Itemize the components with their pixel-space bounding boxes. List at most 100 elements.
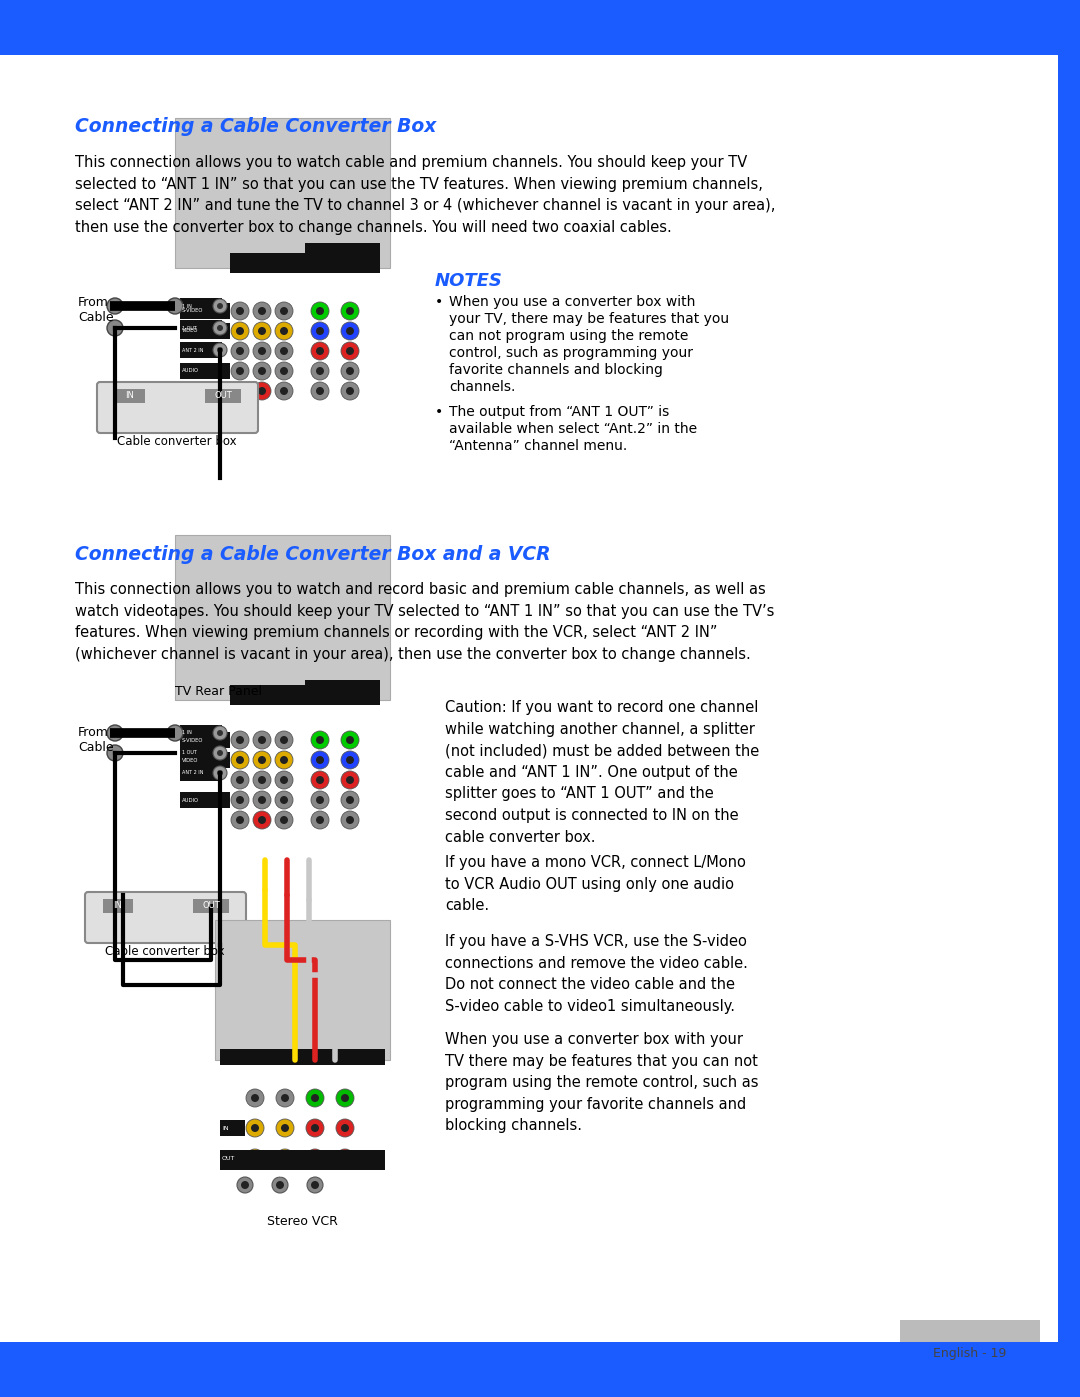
Circle shape <box>281 1154 289 1162</box>
Text: VIDEO         1        2: VIDEO 1 2 <box>271 1067 333 1073</box>
Text: 2: 2 <box>355 286 359 292</box>
Circle shape <box>253 362 271 380</box>
Text: channels.: channels. <box>449 380 515 394</box>
Text: AV Out: AV Out <box>278 708 297 712</box>
Circle shape <box>346 816 354 824</box>
Circle shape <box>341 342 359 360</box>
Circle shape <box>258 387 266 395</box>
Circle shape <box>167 725 183 740</box>
Bar <box>175 535 390 700</box>
Bar <box>230 253 305 272</box>
Circle shape <box>346 775 354 784</box>
Circle shape <box>275 321 293 339</box>
Circle shape <box>241 1180 249 1189</box>
Circle shape <box>275 791 293 809</box>
Text: 2: 2 <box>255 284 258 289</box>
Bar <box>230 685 305 705</box>
Text: S-VIDEO: S-VIDEO <box>183 738 203 742</box>
Circle shape <box>217 731 222 736</box>
Text: your TV, there may be features that you: your TV, there may be features that you <box>449 312 729 326</box>
Circle shape <box>253 791 271 809</box>
Circle shape <box>272 1178 288 1193</box>
Circle shape <box>231 342 249 360</box>
Circle shape <box>346 387 354 395</box>
Circle shape <box>258 816 266 824</box>
Circle shape <box>231 381 249 400</box>
Text: IN: IN <box>125 391 134 401</box>
Circle shape <box>217 346 222 353</box>
Bar <box>1058 54 1080 1343</box>
FancyBboxPatch shape <box>97 381 258 433</box>
Circle shape <box>311 791 329 809</box>
Text: AV IN: AV IN <box>242 277 259 281</box>
Text: IN: IN <box>113 901 122 911</box>
Text: S-VHS VIDEO   CC TO TV: S-VHS VIDEO CC TO TV <box>255 1173 314 1178</box>
Circle shape <box>107 320 123 337</box>
Circle shape <box>213 726 227 740</box>
Circle shape <box>258 756 266 764</box>
Circle shape <box>237 816 244 824</box>
Circle shape <box>275 302 293 320</box>
Circle shape <box>251 1154 259 1162</box>
Circle shape <box>346 367 354 374</box>
Circle shape <box>237 796 244 805</box>
Circle shape <box>253 302 271 320</box>
Circle shape <box>306 1119 324 1137</box>
Bar <box>175 117 390 268</box>
Text: 1 IN: 1 IN <box>183 731 192 735</box>
Circle shape <box>275 381 293 400</box>
Text: can not program using the remote: can not program using the remote <box>449 330 688 344</box>
Text: 2: 2 <box>355 717 359 721</box>
Bar <box>305 243 380 272</box>
Circle shape <box>316 307 324 314</box>
Circle shape <box>217 750 222 756</box>
Circle shape <box>258 307 266 314</box>
Circle shape <box>217 303 222 309</box>
Text: COMPONENT IN: COMPONENT IN <box>321 278 363 284</box>
Circle shape <box>311 321 329 339</box>
Circle shape <box>253 321 271 339</box>
Circle shape <box>280 796 288 805</box>
Bar <box>180 725 222 740</box>
Circle shape <box>237 756 244 764</box>
Bar <box>220 1049 384 1065</box>
Circle shape <box>275 752 293 768</box>
Bar <box>180 298 222 314</box>
Bar <box>180 792 230 807</box>
Circle shape <box>280 307 288 314</box>
Bar <box>0 1343 1080 1397</box>
Circle shape <box>311 752 329 768</box>
Circle shape <box>346 327 354 335</box>
Circle shape <box>306 1148 324 1166</box>
Text: 1: 1 <box>242 714 245 719</box>
Circle shape <box>275 771 293 789</box>
Circle shape <box>258 367 266 374</box>
Circle shape <box>258 327 266 335</box>
Circle shape <box>316 775 324 784</box>
Circle shape <box>213 746 227 760</box>
Circle shape <box>246 1148 264 1166</box>
Text: VIDEO: VIDEO <box>183 757 199 763</box>
Text: 1: 1 <box>242 284 245 289</box>
Circle shape <box>281 1094 289 1102</box>
Bar <box>180 342 222 358</box>
Text: ANT 2 IN: ANT 2 IN <box>183 348 203 352</box>
Circle shape <box>341 321 359 339</box>
Circle shape <box>336 1090 354 1106</box>
Bar <box>220 1120 245 1136</box>
Circle shape <box>281 1125 289 1132</box>
Bar <box>180 323 230 339</box>
Circle shape <box>258 775 266 784</box>
Circle shape <box>341 752 359 768</box>
Circle shape <box>316 367 324 374</box>
Text: AV IN: AV IN <box>242 708 259 712</box>
Bar <box>180 320 222 337</box>
Circle shape <box>217 770 222 775</box>
Bar <box>215 921 390 1060</box>
Text: 1: 1 <box>325 717 329 721</box>
Circle shape <box>246 1090 264 1106</box>
Circle shape <box>253 752 271 768</box>
Text: favorite channels and blocking: favorite channels and blocking <box>449 363 663 377</box>
Circle shape <box>107 725 123 740</box>
Circle shape <box>341 771 359 789</box>
